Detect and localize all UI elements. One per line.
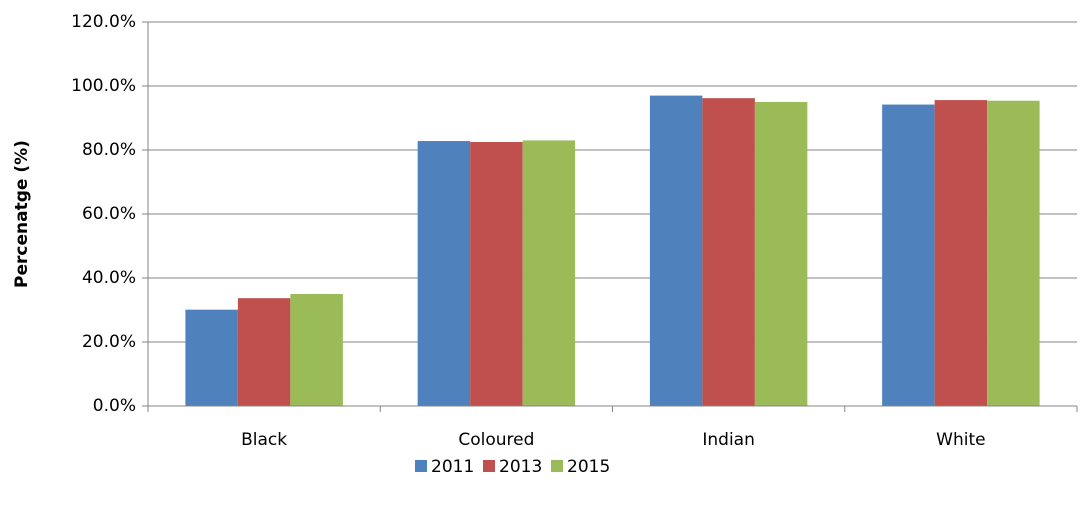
y-tick-label: 60.0% xyxy=(82,204,136,224)
bar xyxy=(522,140,576,406)
bar xyxy=(290,294,343,406)
bar xyxy=(237,298,291,406)
bar xyxy=(470,142,523,406)
bar xyxy=(702,98,755,406)
x-tick-label: Coloured xyxy=(458,430,534,450)
y-tick-label: 80.0% xyxy=(82,140,136,160)
y-axis-label: Percenatge (%) xyxy=(12,140,32,288)
bar xyxy=(754,102,808,406)
x-tick-label: Indian xyxy=(702,430,755,450)
bar xyxy=(882,104,935,406)
bar xyxy=(934,100,988,406)
x-tick-label: White xyxy=(936,430,985,450)
legend-label: 2013 xyxy=(499,457,542,477)
x-tick-label: Black xyxy=(241,430,287,450)
bar xyxy=(987,100,1040,406)
bar xyxy=(185,309,238,406)
bar xyxy=(649,95,703,406)
y-tick-label: 0.0% xyxy=(93,396,136,416)
legend-label: 2011 xyxy=(431,457,474,477)
legend-swatch xyxy=(551,460,563,472)
legend-label: 2015 xyxy=(567,457,610,477)
legend-swatch xyxy=(483,460,495,472)
legend-swatch xyxy=(415,460,427,472)
bar xyxy=(417,141,471,407)
y-tick-label: 120.0% xyxy=(71,12,136,32)
y-tick-label: 20.0% xyxy=(82,332,136,352)
y-tick-label: 100.0% xyxy=(71,76,136,96)
y-tick-label: 40.0% xyxy=(82,268,136,288)
